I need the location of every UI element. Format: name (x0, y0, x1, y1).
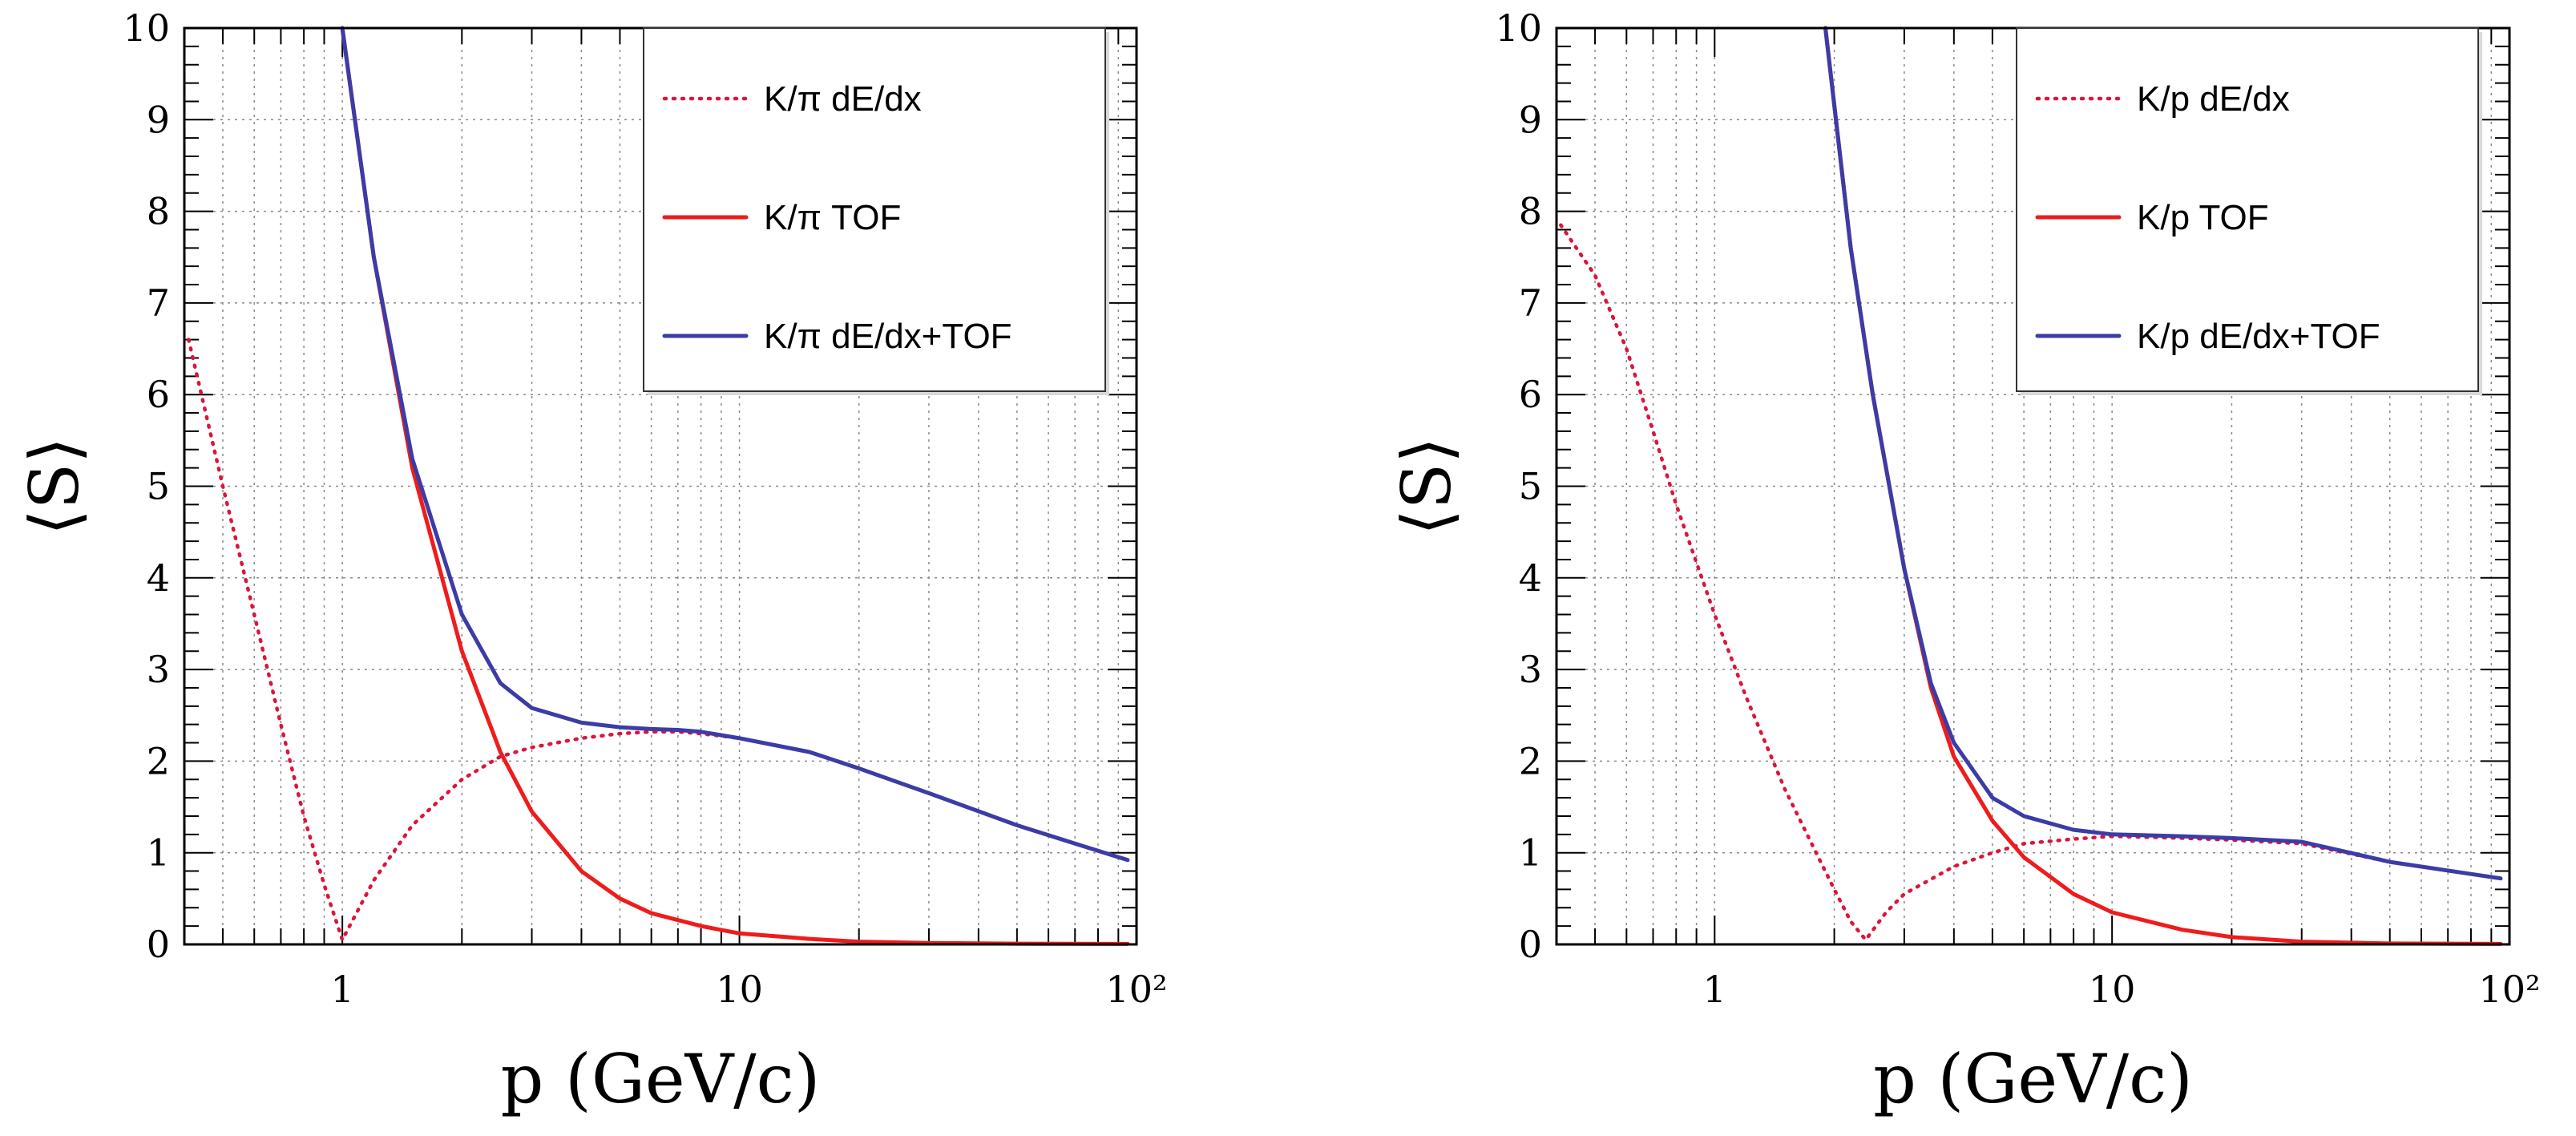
y-tick-label: 0 (147, 923, 170, 966)
legend: K/p dE/dx K/p TOF K/p dE/dx+TOF (2016, 27, 2482, 395)
y-axis-title: ⟨S⟩ (15, 437, 94, 536)
y-tick-label: 5 (1519, 465, 1542, 508)
series-line-3 (340, 26, 1130, 863)
y-tick-label: 3 (1519, 648, 1542, 691)
axis-ticks (184, 27, 1137, 945)
y-tick-label: 2 (1519, 739, 1542, 782)
y-tick-label: 7 (1519, 281, 1542, 325)
y-tick-label: 6 (1519, 373, 1542, 416)
y-tick-label: 6 (147, 373, 170, 416)
series-line-3 (1823, 26, 2503, 881)
x-tick-label: 10 (2089, 968, 2136, 1011)
y-tick-label: 1 (147, 831, 170, 875)
y-tick-label: 10 (1495, 6, 1542, 50)
y-tick-label: 2 (147, 739, 170, 782)
legend-label-2: K/p TOF (2137, 198, 2269, 237)
y-tick-label: 0 (1519, 923, 1542, 966)
x-tick-label: 10 (716, 968, 763, 1011)
y-tick-label: 7 (147, 281, 170, 325)
legend-box (643, 27, 1106, 392)
y-tick-label: 9 (147, 98, 170, 141)
series-line-2 (340, 26, 1130, 946)
y-tick-label: 10 (123, 6, 170, 50)
x-axis-title: p (GeV/c) (501, 1040, 821, 1118)
legend-box (2016, 27, 2479, 392)
x-tick-label: 1 (331, 968, 354, 1011)
x-tick-label: 10² (1106, 968, 1168, 1011)
y-tick-label: 8 (147, 190, 170, 233)
series-line-1 (187, 338, 1130, 942)
x-tick-label: 10² (2479, 968, 2541, 1011)
legend-label-1: K/π dE/dx (764, 79, 922, 119)
legend: K/π dE/dx K/π TOF K/π dE/dx+TOF (643, 27, 1109, 395)
x-axis-title: p (GeV/c) (1873, 1040, 2193, 1118)
y-tick-label: 4 (1519, 556, 1542, 600)
legend-label-1: K/p dE/dx (2137, 79, 2290, 119)
y-tick-label: 8 (1519, 190, 1542, 233)
legend-label-3: K/π dE/dx+TOF (764, 317, 1012, 356)
y-tick-label: 3 (147, 648, 170, 691)
y-tick-label: 1 (1519, 831, 1542, 875)
legend-label-3: K/p dE/dx+TOF (2137, 317, 2380, 356)
x-tick-label: 1 (1703, 968, 1726, 1011)
y-tick-label: 4 (147, 556, 170, 600)
y-axis-title: ⟨S⟩ (1387, 437, 1466, 536)
y-tick-label: 9 (1519, 98, 1542, 141)
legend-label-2: K/π TOF (764, 198, 901, 237)
y-tick-label: 5 (147, 465, 170, 508)
